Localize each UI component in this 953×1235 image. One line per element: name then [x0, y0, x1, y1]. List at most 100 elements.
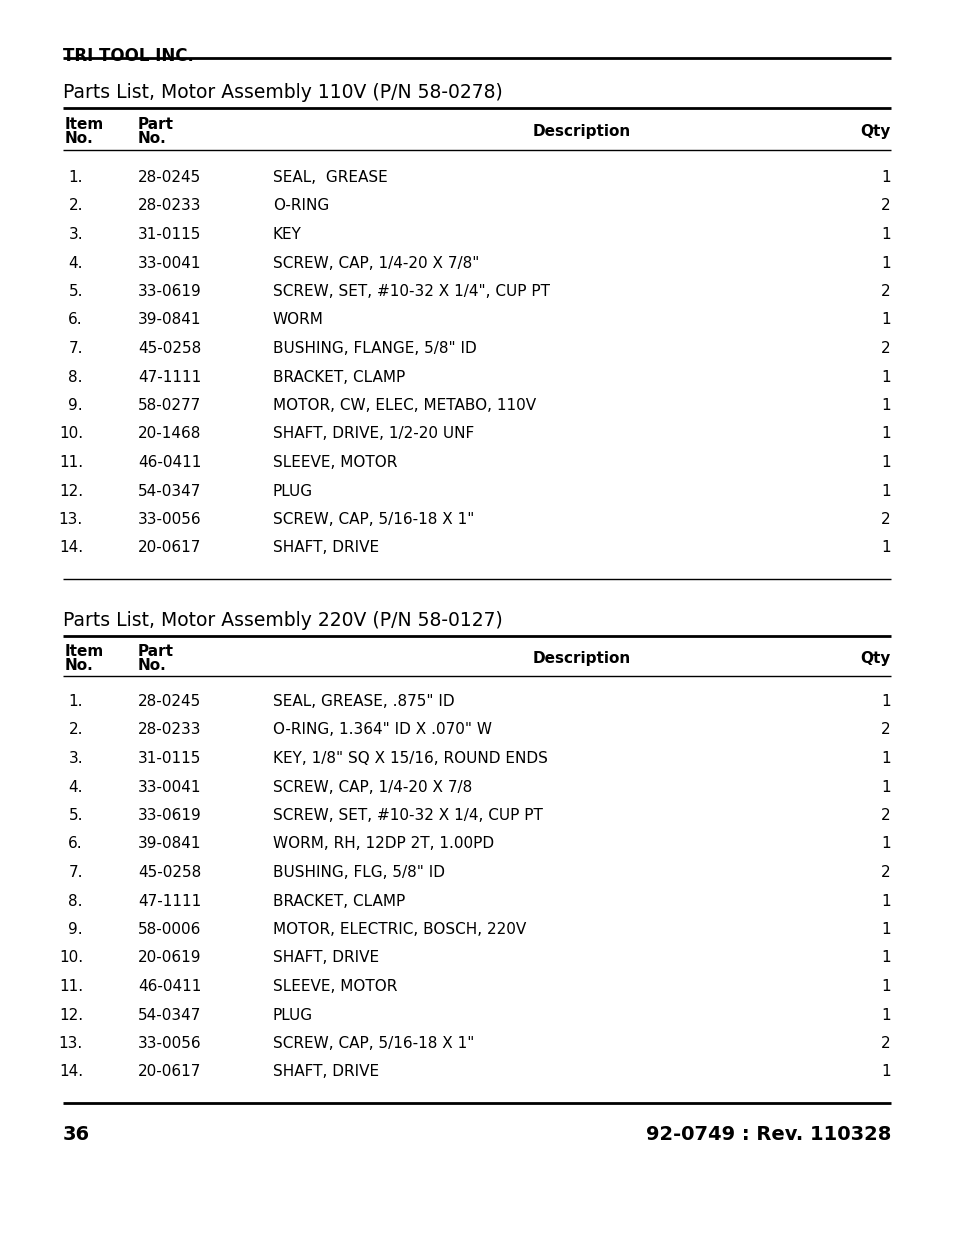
Text: 31-0115: 31-0115	[138, 227, 201, 242]
Text: 8.: 8.	[69, 893, 83, 909]
Text: BRACKET, CLAMP: BRACKET, CLAMP	[273, 893, 405, 909]
Text: 54-0347: 54-0347	[138, 1008, 201, 1023]
Text: 2: 2	[881, 284, 890, 299]
Text: 39-0841: 39-0841	[138, 312, 201, 327]
Text: MOTOR, CW, ELEC, METABO, 110V: MOTOR, CW, ELEC, METABO, 110V	[273, 398, 536, 412]
Text: 28-0245: 28-0245	[138, 170, 201, 185]
Text: Item: Item	[65, 643, 104, 659]
Text: 9.: 9.	[69, 923, 83, 937]
Text: 33-0056: 33-0056	[138, 513, 201, 527]
Text: 1: 1	[881, 227, 890, 242]
Text: 6.: 6.	[69, 312, 83, 327]
Text: 33-0041: 33-0041	[138, 779, 201, 794]
Text: 1: 1	[881, 1008, 890, 1023]
Text: 1: 1	[881, 541, 890, 556]
Text: 54-0347: 54-0347	[138, 483, 201, 499]
Text: Description: Description	[533, 124, 631, 140]
Text: Part: Part	[138, 643, 173, 659]
Text: 10.: 10.	[59, 426, 83, 441]
Text: 1: 1	[881, 1065, 890, 1079]
Text: WORM, RH, 12DP 2T, 1.00PD: WORM, RH, 12DP 2T, 1.00PD	[273, 836, 494, 851]
Text: SHAFT, DRIVE: SHAFT, DRIVE	[273, 1065, 378, 1079]
Text: 14.: 14.	[59, 541, 83, 556]
Text: PLUG: PLUG	[273, 483, 313, 499]
Text: BUSHING, FLANGE, 5/8" ID: BUSHING, FLANGE, 5/8" ID	[273, 341, 476, 356]
Text: SCREW, CAP, 1/4-20 X 7/8": SCREW, CAP, 1/4-20 X 7/8"	[273, 256, 478, 270]
Text: 92-0749 : Rev. 110328: 92-0749 : Rev. 110328	[645, 1125, 890, 1144]
Text: 1: 1	[881, 398, 890, 412]
Text: 1: 1	[881, 779, 890, 794]
Text: 2: 2	[881, 513, 890, 527]
Text: 47-1111: 47-1111	[138, 893, 201, 909]
Text: BUSHING, FLG, 5/8" ID: BUSHING, FLG, 5/8" ID	[273, 864, 444, 881]
Text: 1.: 1.	[69, 694, 83, 709]
Text: SEAL, GREASE, .875" ID: SEAL, GREASE, .875" ID	[273, 694, 455, 709]
Text: 3.: 3.	[69, 227, 83, 242]
Text: 5.: 5.	[69, 808, 83, 823]
Text: Parts List, Motor Assembly 110V (P/N 58-0278): Parts List, Motor Assembly 110V (P/N 58-…	[63, 83, 502, 103]
Text: 6.: 6.	[69, 836, 83, 851]
Text: 1: 1	[881, 923, 890, 937]
Text: 58-0006: 58-0006	[138, 923, 201, 937]
Text: 2: 2	[881, 341, 890, 356]
Text: Qty: Qty	[860, 651, 890, 666]
Text: 12.: 12.	[59, 483, 83, 499]
Text: 1: 1	[881, 893, 890, 909]
Text: 14.: 14.	[59, 1065, 83, 1079]
Text: 39-0841: 39-0841	[138, 836, 201, 851]
Text: Part: Part	[138, 117, 173, 132]
Text: No.: No.	[138, 658, 167, 673]
Text: 1: 1	[881, 170, 890, 185]
Text: 31-0115: 31-0115	[138, 751, 201, 766]
Text: 5.: 5.	[69, 284, 83, 299]
Text: 1: 1	[881, 751, 890, 766]
Text: SCREW, SET, #10-32 X 1/4", CUP PT: SCREW, SET, #10-32 X 1/4", CUP PT	[273, 284, 550, 299]
Text: 8.: 8.	[69, 369, 83, 384]
Text: SHAFT, DRIVE: SHAFT, DRIVE	[273, 951, 378, 966]
Text: BRACKET, CLAMP: BRACKET, CLAMP	[273, 369, 405, 384]
Text: 4.: 4.	[69, 256, 83, 270]
Text: 33-0041: 33-0041	[138, 256, 201, 270]
Text: 2: 2	[881, 1036, 890, 1051]
Text: 1: 1	[881, 256, 890, 270]
Text: 10.: 10.	[59, 951, 83, 966]
Text: SCREW, CAP, 1/4-20 X 7/8: SCREW, CAP, 1/4-20 X 7/8	[273, 779, 472, 794]
Text: 1: 1	[881, 694, 890, 709]
Text: 46-0411: 46-0411	[138, 979, 201, 994]
Text: 12.: 12.	[59, 1008, 83, 1023]
Text: No.: No.	[65, 658, 93, 673]
Text: SCREW, SET, #10-32 X 1/4, CUP PT: SCREW, SET, #10-32 X 1/4, CUP PT	[273, 808, 542, 823]
Text: 2: 2	[881, 199, 890, 214]
Text: 2: 2	[881, 722, 890, 737]
Text: 9.: 9.	[69, 398, 83, 412]
Text: O-RING: O-RING	[273, 199, 329, 214]
Text: 33-0056: 33-0056	[138, 1036, 201, 1051]
Text: SHAFT, DRIVE: SHAFT, DRIVE	[273, 541, 378, 556]
Text: 13.: 13.	[59, 1036, 83, 1051]
Text: 1: 1	[881, 312, 890, 327]
Text: 3.: 3.	[69, 751, 83, 766]
Text: 1.: 1.	[69, 170, 83, 185]
Text: 47-1111: 47-1111	[138, 369, 201, 384]
Text: 45-0258: 45-0258	[138, 864, 201, 881]
Text: 20-0617: 20-0617	[138, 1065, 201, 1079]
Text: 2: 2	[881, 808, 890, 823]
Text: 1: 1	[881, 454, 890, 471]
Text: SEAL,  GREASE: SEAL, GREASE	[273, 170, 387, 185]
Text: MOTOR, ELECTRIC, BOSCH, 220V: MOTOR, ELECTRIC, BOSCH, 220V	[273, 923, 526, 937]
Text: 28-0233: 28-0233	[138, 199, 201, 214]
Text: Description: Description	[533, 651, 631, 666]
Text: WORM: WORM	[273, 312, 323, 327]
Text: Qty: Qty	[860, 124, 890, 140]
Text: 1: 1	[881, 836, 890, 851]
Text: 4.: 4.	[69, 779, 83, 794]
Text: SLEEVE, MOTOR: SLEEVE, MOTOR	[273, 979, 397, 994]
Text: 2.: 2.	[69, 199, 83, 214]
Text: SCREW, CAP, 5/16-18 X 1": SCREW, CAP, 5/16-18 X 1"	[273, 1036, 474, 1051]
Text: 1: 1	[881, 426, 890, 441]
Text: 46-0411: 46-0411	[138, 454, 201, 471]
Text: 2.: 2.	[69, 722, 83, 737]
Text: 20-0619: 20-0619	[138, 951, 201, 966]
Text: No.: No.	[138, 131, 167, 146]
Text: 33-0619: 33-0619	[138, 808, 201, 823]
